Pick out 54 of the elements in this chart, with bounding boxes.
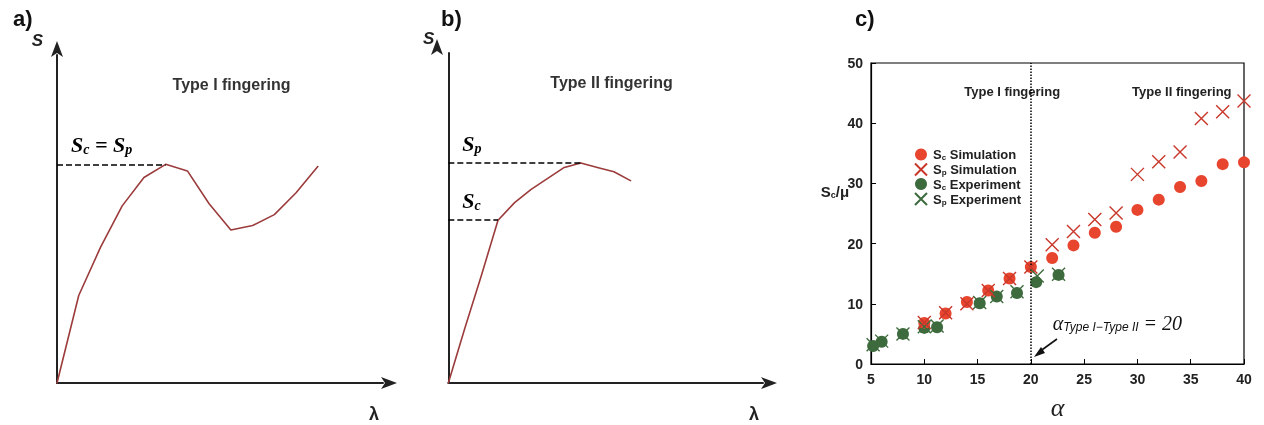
y-axis-title: S	[423, 29, 435, 48]
x-tick-label: 20	[1023, 371, 1039, 387]
point	[1152, 193, 1165, 206]
y-tick-label: 20	[847, 235, 864, 252]
annotation: Type II fingering	[1132, 84, 1232, 99]
x-tick-label: 30	[1129, 371, 1146, 387]
y-axis-title: S	[31, 31, 44, 50]
point	[1238, 156, 1250, 169]
y-tick-label: 50	[847, 55, 864, 71]
point	[1216, 158, 1229, 171]
legend-label: Sp Experiment	[933, 191, 1022, 207]
x-tick-label: 5	[867, 371, 876, 387]
legend-label: Sc Simulation	[933, 147, 1017, 162]
y-tick-label: 40	[847, 115, 864, 132]
point	[1046, 252, 1059, 265]
annotation: Type I fingering	[964, 84, 1061, 99]
point	[1215, 104, 1230, 119]
point	[1067, 239, 1080, 252]
x-axis-title: α	[1050, 392, 1066, 422]
point	[1151, 154, 1166, 169]
ref-line-label: Sp	[462, 130, 482, 156]
chart-title: a)	[13, 5, 33, 31]
point	[1087, 212, 1102, 227]
x-tick-label: 10	[916, 371, 933, 387]
chart-title: c)	[855, 5, 875, 31]
ref-line-label: Sc	[462, 187, 482, 213]
y-tick-label: 0	[855, 356, 864, 372]
x-axis-title: λ	[749, 404, 760, 424]
point	[1174, 181, 1187, 194]
point	[1110, 220, 1123, 233]
y-tick-label: 30	[847, 175, 864, 192]
x-tick-label: 15	[969, 371, 986, 387]
point	[1131, 203, 1144, 216]
x-axis-title: λ	[369, 404, 380, 424]
chart-subtitle: Type I fingering	[172, 75, 291, 93]
point	[1108, 205, 1124, 221]
legend-label: Sc Experiment	[933, 176, 1022, 192]
x-tick-label: 40	[1236, 371, 1252, 387]
point	[1236, 93, 1252, 109]
point	[1194, 111, 1209, 126]
point	[1172, 144, 1188, 160]
x-tick-label: 35	[1182, 371, 1199, 387]
point	[1044, 237, 1060, 252]
y-tick-label: 10	[847, 295, 864, 312]
point	[1195, 174, 1208, 187]
chart-subtitle: Type II fingering	[550, 73, 673, 91]
ref-line-label: Sc = Sp	[71, 131, 133, 157]
point	[1030, 268, 1045, 284]
point	[1088, 226, 1101, 239]
x-tick-label: 25	[1076, 371, 1093, 387]
legend-label: Sp Simulation	[933, 162, 1017, 177]
point	[1130, 167, 1145, 182]
point	[1066, 224, 1081, 239]
chart-title: b)	[441, 5, 462, 31]
